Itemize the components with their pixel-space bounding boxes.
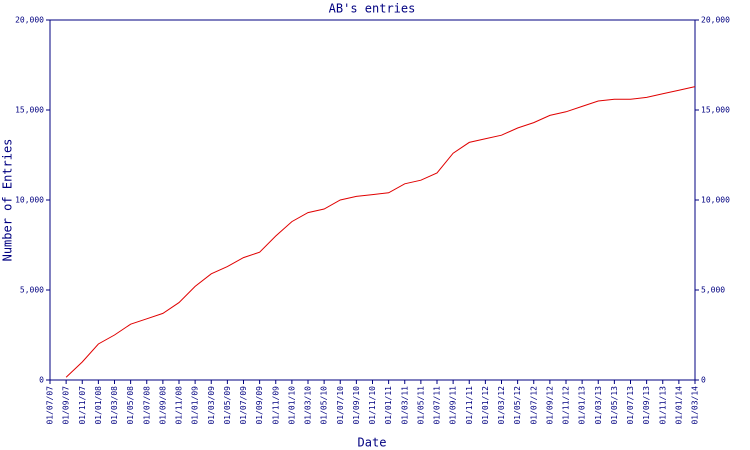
x-tick-label: 01/11/08 — [175, 386, 184, 425]
x-tick-label: 01/03/14 — [691, 386, 700, 425]
x-tick-label: 01/11/07 — [78, 386, 87, 425]
y2-tick-label: 0 — [701, 376, 706, 385]
x-tick-label: 01/07/13 — [626, 386, 635, 425]
y2-tick-label: 20,000 — [701, 16, 730, 25]
x-tick-label: 01/05/12 — [513, 386, 522, 425]
x-tick-label: 01/01/13 — [578, 386, 587, 425]
x-tick-label: 01/07/07 — [46, 386, 55, 425]
x-tick-label: 01/05/11 — [416, 386, 425, 425]
x-tick-label: 01/09/11 — [449, 386, 458, 425]
x-tick-label: 01/03/10 — [304, 386, 313, 425]
x-tick-label: 01/05/09 — [223, 386, 232, 425]
x-tick-label: 01/11/12 — [562, 386, 571, 425]
y2-tick-label: 5,000 — [701, 286, 725, 295]
x-tick-label: 01/03/13 — [594, 386, 603, 425]
x-tick-label: 01/07/09 — [239, 386, 248, 425]
x-tick-label: 01/07/10 — [336, 386, 345, 425]
x-tick-label: 01/01/08 — [94, 386, 103, 425]
y-tick-label: 20,000 — [15, 16, 44, 25]
x-tick-label: 01/11/11 — [465, 386, 474, 425]
x-tick-label: 01/09/07 — [62, 386, 71, 425]
y-tick-label: 0 — [39, 376, 44, 385]
x-tick-label: 01/07/12 — [529, 386, 538, 425]
y-axis-label: Number of Entries — [1, 139, 15, 262]
y-tick-label: 5,000 — [20, 286, 44, 295]
x-tick-label: 01/09/08 — [158, 386, 167, 425]
x-tick-label: 01/09/12 — [545, 386, 554, 425]
x-tick-label: 01/07/08 — [142, 386, 151, 425]
chart-title: AB's entries — [329, 2, 416, 16]
x-tick-label: 01/05/08 — [126, 386, 135, 425]
x-tick-label: 01/11/09 — [271, 386, 280, 425]
x-tick-label: 01/05/13 — [610, 386, 619, 425]
x-tick-label: 01/03/09 — [207, 386, 216, 425]
x-tick-label: 01/01/09 — [191, 386, 200, 425]
x-tick-label: 01/03/12 — [497, 386, 506, 425]
x-tick-label: 01/03/08 — [110, 386, 119, 425]
x-tick-label: 01/01/10 — [287, 386, 296, 425]
y2-tick-label: 10,000 — [701, 196, 730, 205]
plot-frame — [49, 19, 696, 381]
x-tick-label: 01/01/11 — [384, 386, 393, 425]
x-axis-label: Date — [358, 436, 387, 450]
x-tick-label: 01/11/10 — [368, 386, 377, 425]
x-tick-label: 01/01/12 — [481, 386, 490, 425]
x-tick-label: 01/09/13 — [642, 386, 651, 425]
y-tick-label: 15,000 — [15, 106, 44, 115]
x-tick-label: 01/05/10 — [320, 386, 329, 425]
x-tick-label: 01/09/09 — [255, 386, 264, 425]
x-tick-label: 01/03/11 — [400, 386, 409, 425]
x-tick-label: 01/07/11 — [433, 386, 442, 425]
x-tick-label: 01/11/13 — [658, 386, 667, 425]
y-tick-label: 10,000 — [15, 196, 44, 205]
x-tick-label: 01/01/14 — [674, 386, 683, 425]
x-tick-label: 01/09/10 — [352, 386, 361, 425]
y2-tick-label: 15,000 — [701, 106, 730, 115]
data-line — [65, 86, 696, 378]
